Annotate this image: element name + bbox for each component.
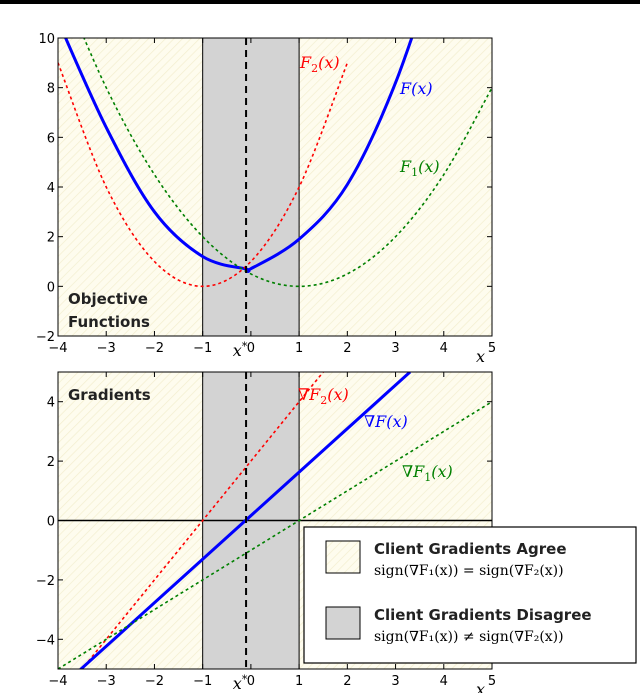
y-tick-label: 10 xyxy=(38,32,55,47)
series-label-subscript: 1 xyxy=(424,471,431,484)
x-tick-label: 2 xyxy=(343,674,351,689)
series-label-f-1-x: ∇F1(x) xyxy=(402,462,453,484)
x-tick-label: 4 xyxy=(440,341,448,356)
x-tick-label: 1 xyxy=(295,341,303,356)
series-line-f-2-x xyxy=(81,372,324,669)
series-line-f-1-x xyxy=(58,401,492,669)
series-label-subscript: 2 xyxy=(311,62,318,75)
series-label-subscript: 2 xyxy=(320,394,327,407)
x-tick-label: −1 xyxy=(193,674,212,689)
series-label-f-2-x: F2(x) xyxy=(299,53,340,75)
series-label-main: F xyxy=(299,53,312,72)
legend-swatch xyxy=(325,540,361,574)
legend: Client Gradients Agree sign(∇F₁(x)) = sig… xyxy=(303,526,637,664)
x-tick-label: 5 xyxy=(488,341,496,356)
x-tick-label: 0 xyxy=(247,341,255,356)
series-label-subscript: 1 xyxy=(411,166,418,179)
x-tick-label: 0 xyxy=(247,674,255,689)
y-tick-label: 6 xyxy=(47,131,55,146)
legend-item-title: Client Gradients Disagree xyxy=(374,606,592,624)
series-label-f-1-x: F1(x) xyxy=(399,157,440,179)
series-label-f-2-x: ∇F2(x) xyxy=(298,385,349,407)
series-label-main: ∇F xyxy=(364,412,387,431)
x-star-label: x* xyxy=(233,673,248,693)
x-tick-label: 3 xyxy=(391,674,399,689)
x-tick-label: −4 xyxy=(48,674,67,689)
objective-functions-panel: −4 −3 −2 −1 0 1 2 3 4 5 −2 0 2 4 6 8 10 x x* Objective Funct… xyxy=(36,32,496,366)
x-tick-label: 4 xyxy=(440,674,448,689)
series-label-args: (x) xyxy=(386,412,408,431)
x-tick-label: −2 xyxy=(145,341,164,356)
y-tick-label: 0 xyxy=(47,515,55,530)
disagree-region xyxy=(202,37,300,337)
series-label-args: (x) xyxy=(318,53,340,72)
y-tick-label: 8 xyxy=(47,82,55,97)
series-label-f-x: ∇F(x) xyxy=(364,412,408,431)
x-tick-label: −3 xyxy=(97,341,116,356)
series-group xyxy=(58,38,492,288)
panel-label: Functions xyxy=(68,313,150,331)
series-line-f-x xyxy=(78,372,412,669)
x-tick-label: −3 xyxy=(97,674,116,689)
y-tick-label: 0 xyxy=(47,280,55,295)
series-line-f-1-x xyxy=(83,38,492,288)
series-label-main: ∇F xyxy=(402,462,425,481)
series-label-args: (x) xyxy=(327,385,349,404)
x-star-superscript: * xyxy=(242,340,248,353)
series-label-args: (x) xyxy=(431,462,453,481)
x-star-superscript: * xyxy=(242,673,248,686)
legend-item-title: Client Gradients Agree xyxy=(374,540,567,558)
x-star-label: x* xyxy=(233,340,248,360)
series-label-main: F xyxy=(399,157,412,176)
series-line-f-2-x xyxy=(58,62,349,288)
y-tick-label: −2 xyxy=(36,330,55,345)
x-axis-label: x xyxy=(476,347,485,366)
legend-item-formula: sign(∇F₁(x)) = sign(∇F₂(x)) xyxy=(374,563,564,579)
x-tick-label: 1 xyxy=(295,674,303,689)
series-label-args: (x) xyxy=(418,157,440,176)
panel-label: Gradients xyxy=(68,386,151,404)
y-tick-label: 2 xyxy=(47,455,55,470)
series-label-args: (x) xyxy=(411,79,433,98)
x-tick-label: 2 xyxy=(343,341,351,356)
x-tick-label: −4 xyxy=(48,341,67,356)
x-tick-label: 5 xyxy=(488,674,496,689)
x-tick-label: −2 xyxy=(145,674,164,689)
series-label-main: ∇F xyxy=(298,385,321,404)
series-label-f-x: F(x) xyxy=(399,79,433,98)
y-tick-label: 2 xyxy=(47,231,55,246)
y-tick-label: 4 xyxy=(47,396,55,411)
legend-swatch xyxy=(325,606,361,640)
y-tick-label: −4 xyxy=(36,633,55,648)
series-label-main: F xyxy=(399,79,412,98)
x-axis-label: x xyxy=(476,680,485,693)
x-tick-label: −1 xyxy=(193,341,212,356)
x-tick-label: 3 xyxy=(391,341,399,356)
panel-label: Objective xyxy=(68,290,148,308)
y-tick-label: −2 xyxy=(36,574,55,589)
legend-item-formula: sign(∇F₁(x)) ≠ sign(∇F₂(x)) xyxy=(374,629,564,645)
series-group xyxy=(58,372,492,669)
y-tick-label: 4 xyxy=(47,181,55,196)
